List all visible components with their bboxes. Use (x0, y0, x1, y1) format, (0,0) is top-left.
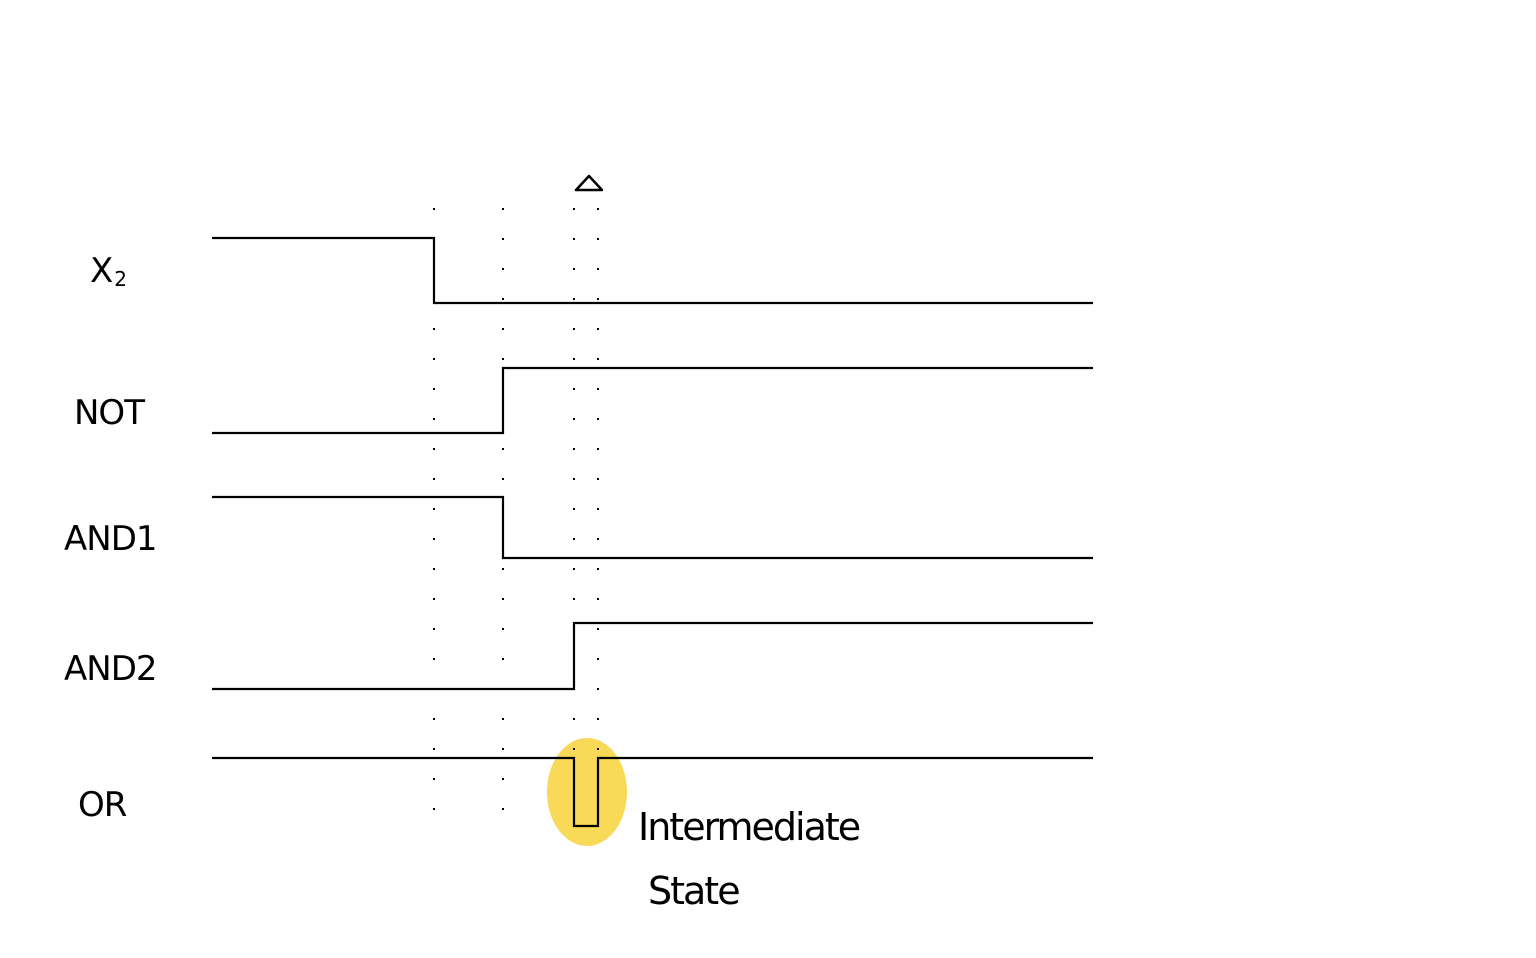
waveform-not (212, 366, 1093, 435)
signal-label-and1: AND1 (64, 519, 157, 559)
waveform-and2 (212, 621, 1093, 691)
waveform-or (212, 756, 1093, 828)
intermediate-state-highlight (547, 738, 627, 846)
signal-label-and2: AND2 (64, 649, 157, 689)
waveform-and1 (212, 495, 1093, 560)
annotation-line2: State (648, 869, 739, 913)
signal-label-or: OR (78, 785, 127, 825)
signal-label-not: NOT (74, 393, 145, 433)
waveform-x2 (212, 236, 1093, 305)
timing-guides (433, 208, 599, 828)
annotation-line1: Intermediate (638, 805, 860, 849)
delta-triangle-icon (574, 174, 604, 192)
